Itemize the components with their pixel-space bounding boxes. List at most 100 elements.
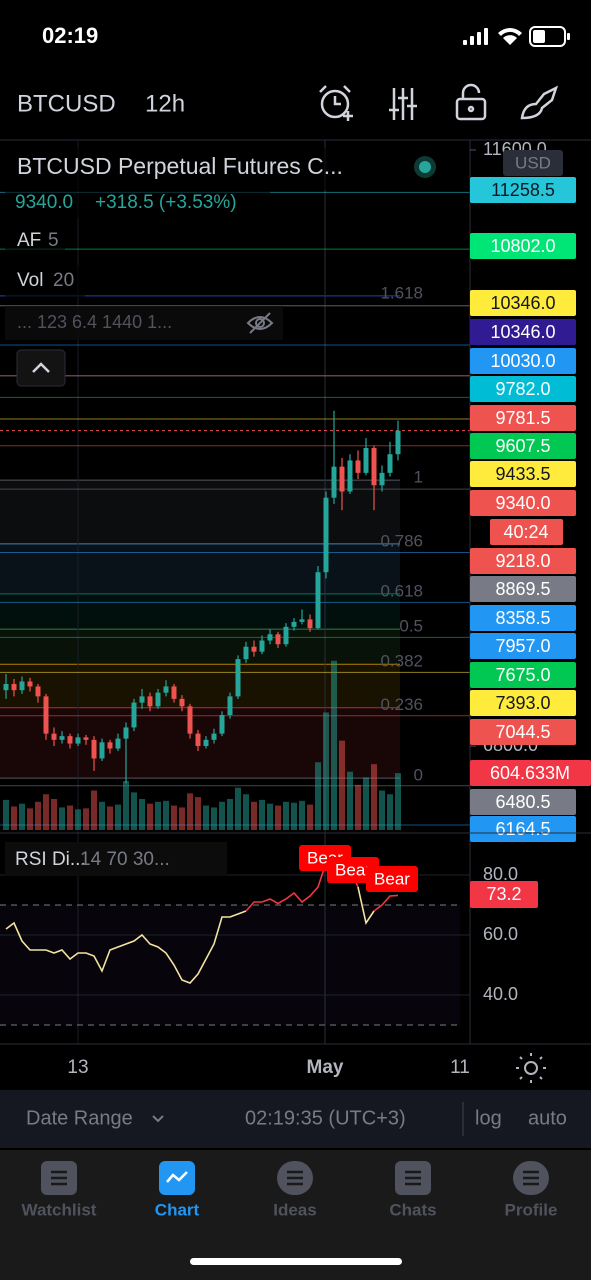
tab[interactable]: Ideas <box>273 1161 317 1219</box>
candle-body <box>371 448 377 486</box>
settings-button[interactable] <box>516 1053 546 1083</box>
volume-bar <box>363 777 369 830</box>
volume-bar <box>379 790 385 830</box>
candle-body <box>347 460 353 492</box>
volume-bar <box>155 801 161 830</box>
candle-body <box>139 696 145 703</box>
candle-body <box>27 681 33 687</box>
candle-body <box>163 686 169 693</box>
volume-bar <box>11 806 17 830</box>
tab-label: Chart <box>155 1200 200 1219</box>
indicators-button[interactable] <box>389 88 417 120</box>
visibility-toggle[interactable] <box>246 312 274 334</box>
auto-toggle[interactable]: auto <box>528 1107 567 1129</box>
tab-label: Ideas <box>273 1200 316 1219</box>
interval[interactable]: 12h <box>145 90 185 117</box>
volume-bar <box>347 771 353 830</box>
clock[interactable]: 02:19:35 (UTC+3) <box>245 1107 406 1129</box>
price-label-bg <box>470 719 576 745</box>
tab[interactable]: Chats <box>389 1161 437 1219</box>
volume-bar <box>187 793 193 830</box>
volume-bar <box>259 799 265 830</box>
price-label-bg <box>470 816 576 842</box>
volume-bar <box>339 740 345 830</box>
tab-label: Watchlist <box>22 1200 97 1219</box>
legend-bg <box>5 148 460 190</box>
candle-body <box>107 742 113 749</box>
volume-bar <box>51 798 57 830</box>
candle-body <box>259 640 265 652</box>
log-toggle[interactable]: log <box>475 1107 502 1129</box>
fib-label: 0 <box>414 766 423 785</box>
candle-body <box>291 621 297 627</box>
alert-button[interactable] <box>319 85 353 121</box>
drawing-button[interactable] <box>520 85 559 120</box>
candle-body <box>83 737 89 740</box>
fib-zone <box>0 664 400 708</box>
symbol[interactable]: BTCUSD <box>17 90 116 117</box>
price-label: 6480.5 <box>495 792 550 812</box>
price-label: 7044.5 <box>495 722 550 742</box>
indicator-name[interactable]: Vol <box>17 270 43 291</box>
hidden-indicator[interactable]: ... 123 6.4 1440 1... <box>17 312 172 332</box>
collapse-legend-button[interactable] <box>16 349 66 387</box>
currency: USD <box>515 153 551 172</box>
price-label: 8358.5 <box>495 608 550 628</box>
tab-label: Profile <box>505 1200 558 1219</box>
volume-bar <box>107 806 113 830</box>
candle-body <box>91 739 97 759</box>
bear-signal: Bear <box>335 860 371 879</box>
tab[interactable]: Profile <box>505 1161 558 1219</box>
price-label: 10802.0 <box>490 236 555 256</box>
indicator-name[interactable]: AF <box>17 230 41 251</box>
chart-layer: 00.2360.3820.50.6180.78611.61811600.0680… <box>0 139 591 1078</box>
indicator-params: 20 <box>53 270 74 291</box>
candle-body <box>195 733 201 747</box>
candle-body <box>395 430 401 455</box>
candle-body <box>155 692 161 707</box>
legend-title[interactable]: BTCUSD Perpetual Futures C... <box>17 153 343 179</box>
candle-body <box>99 742 105 759</box>
candle-body <box>283 626 289 645</box>
candle-body <box>243 646 249 660</box>
candle-body <box>299 619 305 622</box>
price-label: 10346.0 <box>490 293 555 313</box>
fib-label: 0.236 <box>380 695 423 714</box>
lock-button[interactable] <box>455 83 487 121</box>
candle-body <box>131 702 137 728</box>
rsi-tick-label: 80.0 <box>483 864 518 884</box>
candle-body <box>11 683 17 691</box>
tab[interactable]: Chart <box>155 1161 200 1219</box>
rsi-name[interactable]: RSI Di... <box>15 849 86 870</box>
price-label: 9781.5 <box>495 408 550 428</box>
volume-bar <box>99 801 105 830</box>
candle-body <box>67 736 73 744</box>
volume-bar <box>91 790 97 830</box>
price-label: 9607.5 <box>495 436 550 456</box>
tab-icon-glyph <box>287 1170 303 1186</box>
fib-label: 0.5 <box>399 617 423 636</box>
candle-body <box>43 696 49 734</box>
candle-body <box>75 737 81 744</box>
tab[interactable]: Watchlist <box>22 1161 97 1219</box>
volume-bar <box>75 809 81 830</box>
price-label-bg <box>470 376 576 402</box>
volume-bar <box>243 794 249 830</box>
rsi-line <box>5 910 247 984</box>
bear-signal-bg <box>366 866 418 892</box>
volume-bar <box>251 801 257 830</box>
price-label-bg <box>470 662 576 688</box>
volume-bar <box>387 794 393 830</box>
rsi-band-fill <box>0 905 460 1025</box>
date-range[interactable]: Date Range <box>26 1107 133 1129</box>
candle-body <box>275 634 281 645</box>
price-label-bg <box>470 348 576 374</box>
price-label: 9218.0 <box>495 551 550 571</box>
currency-badge[interactable] <box>503 150 563 176</box>
price-label-bg <box>470 633 576 659</box>
candle-body <box>251 646 257 652</box>
volume-bar <box>19 803 25 830</box>
price-label: 9340.0 <box>495 493 550 513</box>
